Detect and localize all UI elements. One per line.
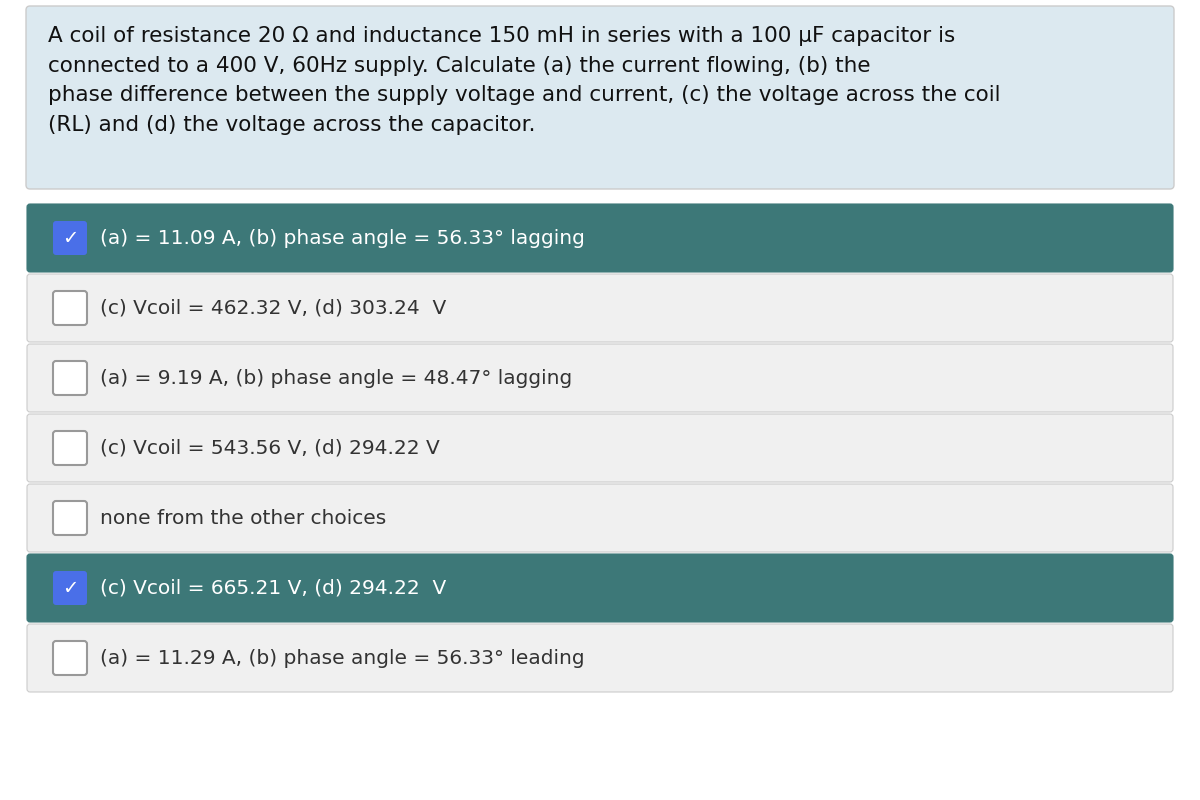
Text: (c) Vcoil = 462.32 V, (d) 303.24  V: (c) Vcoil = 462.32 V, (d) 303.24 V — [100, 298, 446, 318]
Text: (c) Vcoil = 665.21 V, (d) 294.22  V: (c) Vcoil = 665.21 V, (d) 294.22 V — [100, 578, 446, 598]
FancyBboxPatch shape — [53, 571, 88, 605]
FancyBboxPatch shape — [28, 274, 1174, 342]
FancyBboxPatch shape — [28, 344, 1174, 412]
FancyBboxPatch shape — [53, 501, 88, 535]
FancyBboxPatch shape — [28, 204, 1174, 272]
Text: (a) = 9.19 A, (b) phase angle = 48.47° lagging: (a) = 9.19 A, (b) phase angle = 48.47° l… — [100, 369, 572, 387]
Text: (a) = 11.09 A, (b) phase angle = 56.33° lagging: (a) = 11.09 A, (b) phase angle = 56.33° … — [100, 229, 584, 247]
FancyBboxPatch shape — [28, 554, 1174, 622]
Text: ✓: ✓ — [62, 229, 78, 247]
FancyBboxPatch shape — [26, 6, 1174, 189]
Text: (a) = 11.29 A, (b) phase angle = 56.33° leading: (a) = 11.29 A, (b) phase angle = 56.33° … — [100, 649, 584, 667]
FancyBboxPatch shape — [28, 414, 1174, 482]
FancyBboxPatch shape — [53, 221, 88, 255]
FancyBboxPatch shape — [53, 361, 88, 395]
Text: (c) Vcoil = 543.56 V, (d) 294.22 V: (c) Vcoil = 543.56 V, (d) 294.22 V — [100, 438, 439, 458]
Text: ✓: ✓ — [62, 578, 78, 598]
Text: none from the other choices: none from the other choices — [100, 509, 386, 527]
FancyBboxPatch shape — [53, 641, 88, 675]
FancyBboxPatch shape — [53, 431, 88, 465]
FancyBboxPatch shape — [53, 291, 88, 325]
FancyBboxPatch shape — [28, 484, 1174, 552]
Text: A coil of resistance 20 Ω and inductance 150 mH in series with a 100 µF capacito: A coil of resistance 20 Ω and inductance… — [48, 26, 1001, 134]
FancyBboxPatch shape — [28, 624, 1174, 692]
